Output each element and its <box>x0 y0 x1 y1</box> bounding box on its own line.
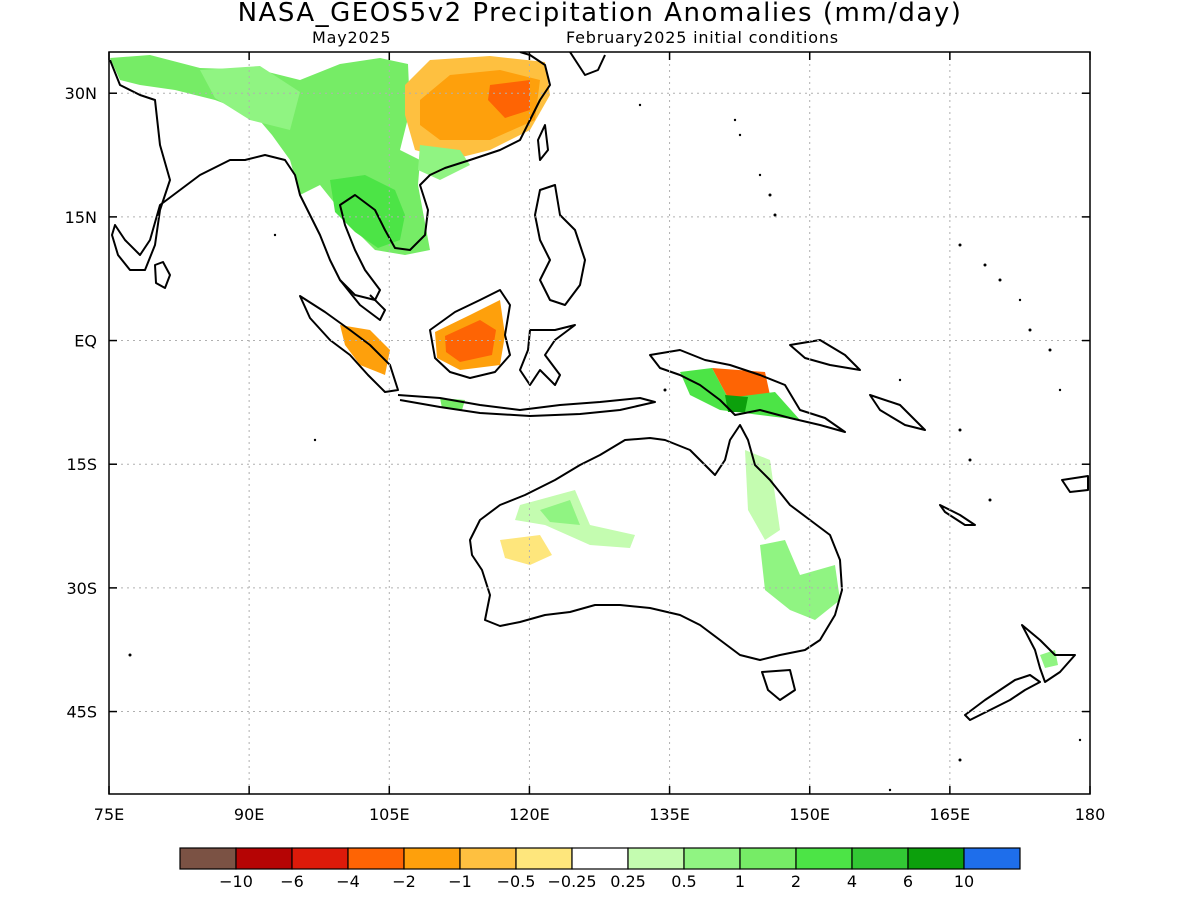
coastline-sumatra <box>299 295 399 393</box>
lat-tick-label: 30N <box>65 84 97 103</box>
grid-lines <box>109 52 1090 794</box>
coastline-australia <box>469 424 843 661</box>
lon-tick-label: 180 <box>1075 805 1106 824</box>
coastline-java <box>397 394 656 417</box>
colorbar-label: −0.5 <box>497 872 536 891</box>
anomaly-region-newguinea-wet <box>680 368 800 420</box>
small-islands <box>128 103 1082 792</box>
colorbar-label: −0.25 <box>547 872 596 891</box>
coastline-bismarck <box>789 339 861 371</box>
lat-tick-label: 15N <box>65 208 97 227</box>
anomaly-region-sumatra-dry <box>340 325 390 375</box>
anomaly-region-newguinea-dry <box>712 368 770 398</box>
colorbar-swatch <box>795 847 853 870</box>
colorbar-label: −2 <box>392 872 416 891</box>
colorbar-swatch <box>291 847 349 870</box>
lat-axis: 30N 15N EQ 15S 30S 45S <box>65 84 1090 722</box>
anomaly-region-australia-east-lightwet <box>745 450 780 540</box>
colorbar-label: −1 <box>448 872 472 891</box>
lon-tick-label: 165E <box>930 805 971 824</box>
colorbar-swatch <box>627 847 685 870</box>
lon-tick-label: 135E <box>649 805 690 824</box>
coastline-asia-mainland <box>109 52 551 301</box>
anomaly-region-tibet-light <box>200 66 300 130</box>
coastline-nz-south <box>964 674 1041 721</box>
colorbar-label: 6 <box>903 872 913 891</box>
anomaly-region-nz-wet <box>1040 650 1058 668</box>
anomaly-region-australia-east-wet <box>760 540 840 620</box>
lat-tick-label: 45S <box>66 703 97 722</box>
colorbar-swatch <box>403 847 461 870</box>
colorbar-swatch <box>963 847 1021 870</box>
colorbar-swatch <box>907 847 965 870</box>
coastline-new-guinea <box>649 349 846 433</box>
coastline-new-caledonia <box>939 504 976 526</box>
anomaly-region-china-dry-max <box>488 80 530 118</box>
anomaly-region-australia-northwest-lightwet <box>540 500 580 525</box>
map-title: NASA_GEOS5v2 Precipitation Anomalies (mm… <box>237 0 963 28</box>
colorbar-label: −10 <box>219 872 253 891</box>
colorbar-label: 1 <box>735 872 745 891</box>
colorbar-swatch <box>179 847 237 870</box>
lon-tick-label: 150E <box>789 805 830 824</box>
colorbar-label: 0.5 <box>671 872 696 891</box>
colorbar-label: 10 <box>954 872 974 891</box>
anomaly-region-indochina-wet <box>330 175 405 248</box>
lat-tick-label: 30S <box>66 579 97 598</box>
colorbar-label: −4 <box>336 872 360 891</box>
coastline-taiwan <box>537 124 549 161</box>
anomaly-region-south-china-wet <box>418 145 470 180</box>
colorbar-swatch <box>851 847 909 870</box>
map-frame <box>108 51 1091 795</box>
coastline-borneo <box>429 289 511 379</box>
anomaly-region-australia-west-dry <box>500 535 552 565</box>
coastline-korea <box>569 52 606 76</box>
colorbar-swatch <box>235 847 293 870</box>
colorbar-swatch <box>515 847 573 870</box>
coastline-sri-lanka <box>154 261 171 289</box>
lon-tick-label: 120E <box>509 805 550 824</box>
colorbar-label: 0.25 <box>610 872 646 891</box>
coastlines <box>109 52 1089 721</box>
coastline-nz-north <box>1021 624 1076 683</box>
colorbar-swatch <box>683 847 741 870</box>
lon-tick-label: 75E <box>94 805 124 824</box>
coastline-tasmania <box>761 669 796 701</box>
init-conditions-label: February2025 initial conditions <box>566 28 839 47</box>
colorbar-label: 4 <box>847 872 857 891</box>
colorbar-swatch <box>459 847 517 870</box>
lon-axis: 75E 90E 105E 120E 135E 150E 165E 180 <box>94 52 1106 824</box>
lat-tick-label: EQ <box>74 332 97 351</box>
coastline-malaya <box>339 279 386 321</box>
valid-month-label: May2025 <box>312 28 392 47</box>
colorbar-label: −6 <box>280 872 304 891</box>
coastline-philippines <box>534 184 586 306</box>
anomaly-region-newguinea-verywet <box>725 395 748 412</box>
colorbar-swatch <box>739 847 797 870</box>
colorbar-swatch <box>347 847 405 870</box>
lon-tick-label: 90E <box>234 805 264 824</box>
coastline-solomons <box>869 394 926 431</box>
lon-tick-label: 105E <box>369 805 410 824</box>
coastline-sulawesi <box>519 324 576 386</box>
colorbar-swatch <box>571 847 629 870</box>
colorbar: −10 −6 −4 −2 −1 −0.5 −0.25 0.25 0.5 1 2 4 6 10 <box>179 847 1021 891</box>
anomaly-shading <box>110 55 1058 668</box>
colorbar-label: 2 <box>791 872 801 891</box>
coastline-fiji <box>1061 475 1089 493</box>
lat-tick-label: 15S <box>66 455 97 474</box>
